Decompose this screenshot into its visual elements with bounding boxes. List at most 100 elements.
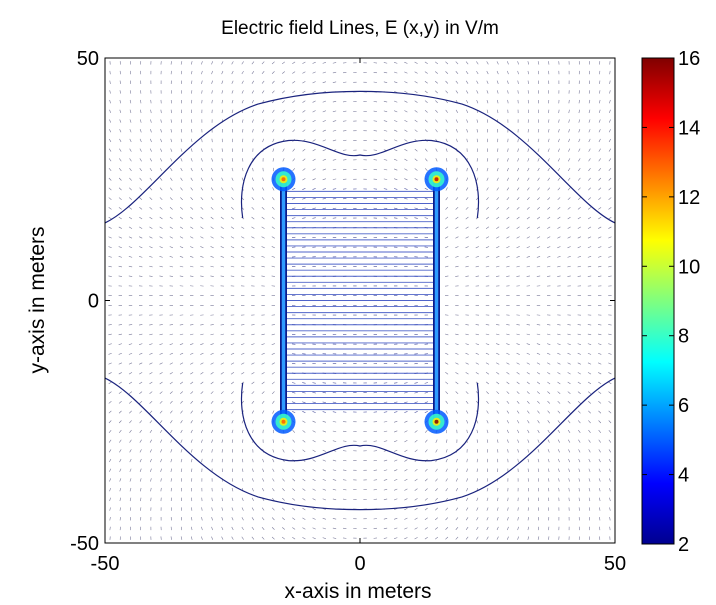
field-vector [598,468,601,472]
field-vector [476,99,479,104]
field-vector [160,468,162,472]
field-vector [383,178,388,180]
field-vector [231,80,234,84]
field-vector [128,362,133,365]
field-vector [414,217,418,219]
field-vector [159,333,163,336]
field-vector [496,352,500,355]
field-vector [526,256,531,258]
field-vector [160,478,162,482]
field-vector [302,401,306,404]
field-vector [536,381,541,385]
field-vector [445,488,448,492]
field-vector [445,138,448,143]
field-vector [292,410,296,414]
field-vector [476,536,479,540]
field-vector [220,362,224,365]
field-vector [261,381,265,385]
field-vector [108,226,112,229]
field-vector [608,129,611,133]
field-vector [608,216,612,220]
field-vector [577,265,582,268]
field-vector [119,449,122,453]
field-vector [435,80,438,84]
field-vector [179,343,184,345]
field-vector [169,410,173,414]
field-vector [342,81,347,83]
field-vector [312,71,316,74]
field-vector [129,197,132,200]
field-vector [201,536,203,540]
field-vector [221,61,224,65]
field-vector [465,410,469,414]
field-vector [404,71,408,74]
field-vector [526,352,530,355]
field-vector [291,207,296,210]
field-vector [342,479,347,481]
field-vector [159,410,163,414]
field-vector [517,449,519,453]
field-vector [312,81,316,84]
field-vector [139,449,142,453]
field-vector [527,177,530,181]
field-vector [322,81,327,84]
field-vector [404,440,408,443]
field-vector [220,352,224,355]
field-vector [598,109,601,114]
y-tick-label: 50 [77,48,99,70]
field-vector [485,324,490,326]
field-vector [119,517,121,521]
field-vector [200,216,204,220]
field-vector [547,400,551,404]
field-vector [599,507,601,511]
field-vector [506,324,510,326]
field-vector [211,70,213,75]
field-vector [577,207,581,210]
y-tick-label: 0 [88,291,99,313]
field-vector [455,109,458,113]
field-vector [231,536,234,540]
field-vector [444,275,449,277]
field-vector [466,420,468,424]
field-vector [557,275,561,277]
field-vector [189,265,194,268]
field-vector [414,187,418,190]
field-vector [516,236,520,239]
field-vector [119,168,122,172]
field-vector [537,536,540,540]
field-vector [312,411,316,413]
field-vector [159,352,163,355]
field-vector [149,158,153,162]
field-vector [598,449,601,453]
field-vector [282,488,285,492]
field-vector [322,71,327,74]
field-vector [588,429,591,433]
field-vector [221,410,224,414]
field-vector [475,216,479,220]
field-vector [476,129,478,133]
field-vector [577,216,581,220]
field-vector [547,372,551,375]
field-vector [414,430,418,433]
field-vector [201,80,203,84]
field-vector [242,129,244,133]
field-vector [139,410,143,414]
field-vector [108,168,112,172]
field-vector [475,324,480,326]
field-vector [526,391,530,395]
field-vector [292,100,296,103]
field-vector [210,391,214,395]
field-vector [578,99,580,104]
field-vector [292,80,296,84]
field-vector [547,197,551,201]
field-vector [281,536,286,540]
field-vector [190,410,193,414]
field-vector [577,226,581,229]
field-vector [557,439,560,443]
field-vector [445,410,448,414]
field-vector [597,324,602,326]
field-vector [506,61,509,65]
field-vector [424,187,428,191]
field-vector [272,109,275,113]
x-tick-label: -50 [91,553,120,575]
